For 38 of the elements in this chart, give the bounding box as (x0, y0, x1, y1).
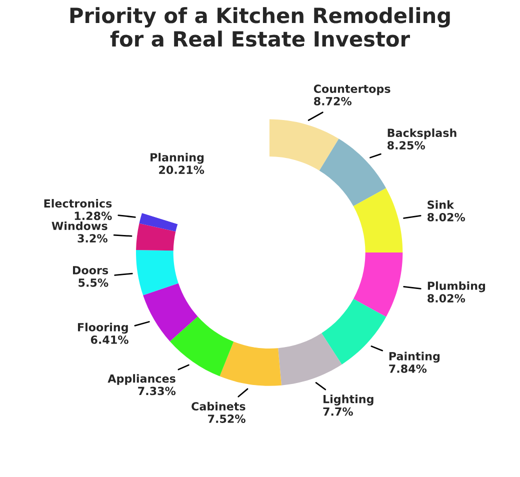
data-label: 7.7% (323, 407, 353, 416)
donut-slice (220, 342, 282, 386)
slice-label: Sink (428, 200, 454, 209)
slice-label: Countertops (314, 84, 390, 96)
donut-slice (139, 213, 178, 232)
slice-label: Cabinets (192, 402, 246, 411)
slice-label: Plumbing (428, 281, 486, 292)
data-label: 8.02% (428, 294, 466, 302)
donut-slice (143, 283, 198, 342)
data-label: 8.25% (388, 141, 426, 150)
data-label: 3.2% (78, 234, 108, 243)
chart-title: Priority of a Kitchen Remodeling for a Real Estate Investor (70, 7, 450, 47)
data-label: 7.52% (208, 414, 246, 423)
data-label: 8.02% (428, 212, 466, 222)
slice-label: Electronics (44, 199, 112, 208)
data-label: 8.72% (314, 96, 352, 106)
slice-label: Flooring (78, 322, 128, 334)
donut-slice (278, 333, 342, 386)
slice-label: Windows (52, 221, 108, 230)
donut-slice (353, 188, 403, 252)
donut-slice (136, 250, 178, 296)
data-label: 7.84% (389, 364, 427, 373)
data-label: 5.5% (78, 278, 108, 287)
data-label: 1.28% (74, 212, 112, 220)
donut-slice (319, 138, 386, 206)
slice-label: Doors (73, 266, 108, 274)
donut-slice (353, 252, 403, 317)
slice-label: Appliances (108, 374, 176, 385)
donut-slice (269, 119, 339, 171)
slice-label: Lighting (324, 394, 374, 406)
donut-slice (136, 223, 176, 251)
slice-label: Planning (150, 152, 204, 164)
data-label: 7.33% (138, 386, 176, 396)
data-label: 6.41% (90, 336, 128, 344)
slice-label: Painting (389, 352, 440, 363)
donut-slice (322, 298, 386, 364)
slice-label: Backsplash (388, 128, 456, 140)
data-label: 20.21% (159, 166, 204, 174)
